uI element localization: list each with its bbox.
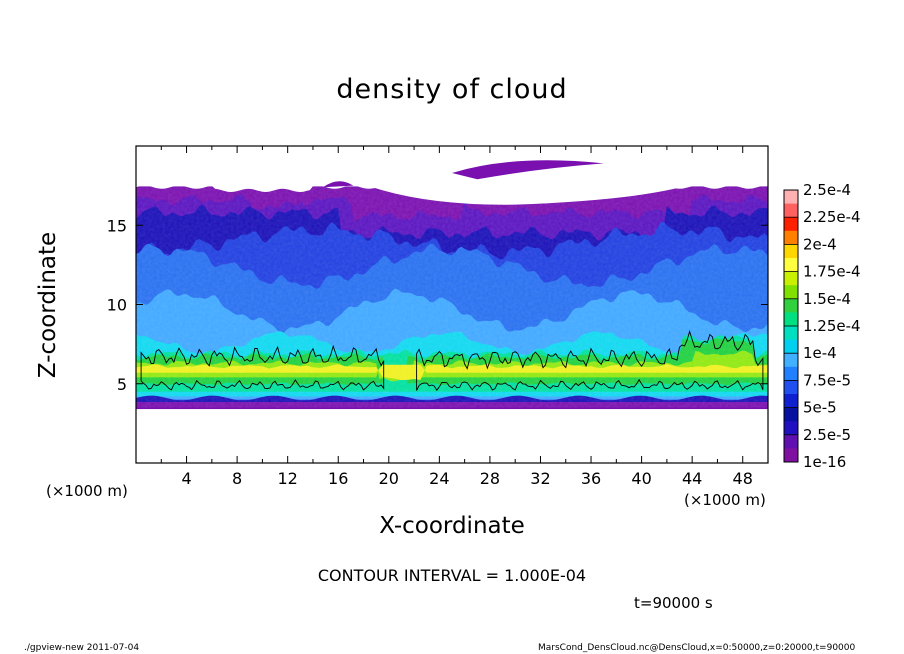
colorbar-label: 1.25e-4 [803, 317, 861, 335]
colorbar-swatch [784, 353, 798, 368]
y-tick-label: 15 [107, 216, 127, 235]
x-tick-label: 48 [733, 469, 753, 488]
top-cloud-patch-small [323, 181, 354, 188]
x-tick-label: 28 [480, 469, 500, 488]
x-unit-label-left: (×1000 m) [46, 482, 128, 500]
x-tick-label: 12 [278, 469, 298, 488]
colorbar-swatch [784, 312, 798, 327]
x-axis: 4 8 12 16 20 24 28 32 36 40 44 48 [160, 146, 753, 488]
colorbar-swatch [784, 244, 798, 259]
footer-source: MarsCond_DensCloud.nc@DensCloud,x=0:5000… [538, 643, 856, 653]
colorbar-label: 2.25e-4 [803, 208, 861, 226]
colorbar-swatch [784, 258, 798, 273]
y-axis-label: Z-coordinate [35, 231, 61, 379]
y-axis: 5 10 15 [107, 216, 768, 394]
x-tick-label: 32 [530, 469, 550, 488]
colorbar-label: 1.75e-4 [803, 263, 861, 281]
contour-1e-4-west [140, 344, 385, 391]
x-tick-label: 40 [631, 469, 651, 488]
colorbar-swatch [784, 448, 798, 463]
colorbar-label: 1e-16 [803, 453, 846, 471]
colorbar-swatch [784, 230, 798, 245]
clear-sky-upper [136, 146, 768, 187]
clear-below-cloud [136, 409, 768, 463]
x-tick-label: 20 [379, 469, 399, 488]
colorbar-swatch [784, 366, 798, 381]
colorbar-swatch [784, 271, 798, 286]
colorbar-swatch [784, 407, 798, 422]
x-tick-label: 16 [328, 469, 348, 488]
colorbar-swatch [784, 380, 798, 395]
x-axis-label-text: X-coordinate [379, 513, 525, 539]
colorbar-label: 2e-4 [803, 235, 837, 253]
contour-1e-4-east [416, 329, 764, 392]
y-tick-label: 5 [117, 375, 127, 394]
colorbar-swatch [784, 203, 798, 218]
x-unit-label-right: (×1000 m) [684, 491, 766, 509]
colorbar-swatch [784, 326, 798, 341]
cloud-density-field [136, 146, 768, 463]
colorbar-label: 2.5e-5 [803, 426, 851, 444]
colorbar-label: 7.5e-5 [803, 371, 851, 389]
colorbar-label: 5e-5 [803, 399, 837, 417]
colorbar-swatch [784, 394, 798, 409]
colorbar-swatch [784, 217, 798, 232]
time-label: t=90000 s [634, 594, 713, 612]
x-tick-label: 8 [232, 469, 242, 488]
top-cloud-patch [452, 160, 604, 180]
colorbar: 2.5e-4 2.25e-4 2e-4 1.75e-4 1.5e-4 1.25e-4 1e-… [783, 181, 861, 471]
colorbar-swatch [784, 298, 798, 313]
x-tick-label: 36 [581, 469, 601, 488]
x-tick-label: 4 [181, 469, 191, 488]
colorbar-swatch [784, 190, 798, 205]
colorbar-label: 2.5e-4 [803, 181, 851, 199]
x-tick-label: 24 [429, 469, 449, 488]
x-tick-label: 44 [682, 469, 702, 488]
colorbar-swatch [784, 339, 798, 354]
field-texture [136, 187, 768, 408]
colorbar-label: 1.5e-4 [803, 290, 851, 308]
contour-interval: CONTOUR INTERVAL = 1.000E-04 [317, 566, 587, 585]
colorbar-swatch [784, 434, 798, 449]
y-tick-label: 10 [107, 296, 127, 315]
x-axis-label: X-coordinate [0, 513, 904, 539]
colorbar-label: 1e-4 [803, 344, 837, 362]
chart-title: density of cloud [336, 74, 568, 105]
footer-program: ./gpview-new 2011-07-04 [24, 643, 140, 653]
contour-lines [140, 329, 764, 392]
colorbar-swatch [784, 421, 798, 436]
colorbar-swatch [784, 285, 798, 300]
